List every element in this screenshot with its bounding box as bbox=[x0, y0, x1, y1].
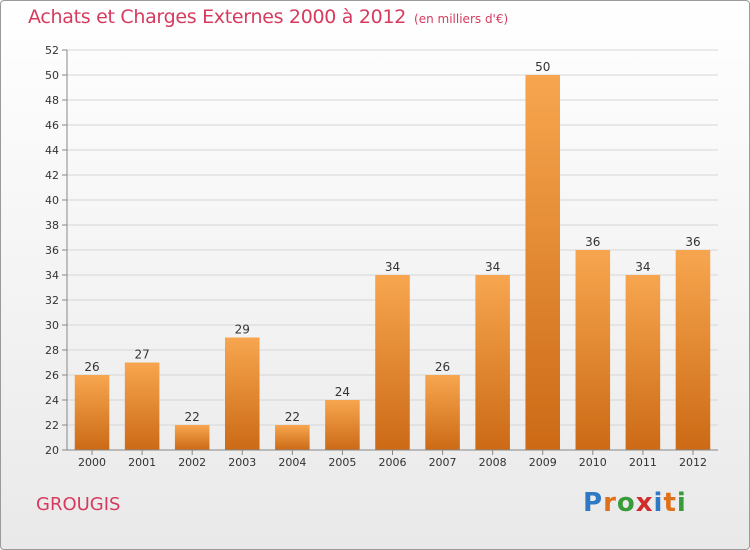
x-tick-label: 2005 bbox=[328, 456, 356, 469]
bar-value-label: 36 bbox=[585, 235, 600, 249]
y-tick-label: 26 bbox=[45, 369, 59, 382]
y-tick-label: 28 bbox=[45, 344, 59, 357]
y-tick-label: 46 bbox=[45, 119, 59, 132]
bar-value-label: 34 bbox=[635, 260, 650, 274]
x-tick-label: 2000 bbox=[78, 456, 106, 469]
y-tick-label: 40 bbox=[45, 194, 59, 207]
x-tick-label: 2008 bbox=[479, 456, 507, 469]
y-tick-label: 34 bbox=[45, 269, 59, 282]
axes: 20 22 24 26 28 30 32 34 36 38 40 42 44 46 48 50 52 2000 20… bbox=[45, 44, 718, 469]
y-tick-label: 30 bbox=[45, 319, 59, 332]
commune-name: GROUGIS bbox=[36, 494, 121, 515]
bar bbox=[575, 250, 611, 450]
bar bbox=[174, 425, 210, 450]
y-tick-label: 50 bbox=[45, 69, 59, 82]
x-tick-label: 2012 bbox=[679, 456, 707, 469]
bar-value-label: 24 bbox=[335, 385, 350, 399]
x-tick-label: 2003 bbox=[228, 456, 256, 469]
bar-value-label: 26 bbox=[435, 360, 450, 374]
logo-letter: i bbox=[653, 488, 664, 518]
bar bbox=[275, 425, 310, 450]
bar bbox=[525, 75, 561, 450]
y-tick-label: 22 bbox=[45, 419, 59, 432]
bar bbox=[675, 250, 711, 450]
y-tick-label: 38 bbox=[45, 219, 59, 232]
x-tick-label: 2011 bbox=[629, 456, 657, 469]
y-tick-label: 42 bbox=[45, 169, 59, 182]
bar-value-label: 36 bbox=[685, 235, 700, 249]
x-tick-label: 2009 bbox=[529, 456, 557, 469]
x-tick-label: 2007 bbox=[429, 456, 457, 469]
x-tick-label: 2010 bbox=[579, 456, 607, 469]
x-tick-label: 2006 bbox=[379, 456, 407, 469]
logo-letter: t bbox=[663, 488, 677, 518]
bar bbox=[375, 275, 410, 450]
bar bbox=[325, 400, 360, 450]
chart-title-text: Achats et Charges Externes 2000 à 2012 bbox=[28, 6, 407, 28]
proxiti-logo: Proxiti bbox=[583, 488, 687, 518]
chart-unit-label: (en milliers d'€) bbox=[414, 12, 509, 26]
y-tick-label: 52 bbox=[45, 44, 59, 57]
logo-letter: P bbox=[583, 488, 604, 518]
logo-letter: r bbox=[603, 488, 617, 518]
chart-title: Achats et Charges Externes 2000 à 2012 (e… bbox=[28, 6, 508, 28]
bar-value-label: 29 bbox=[235, 323, 250, 337]
y-tick-label: 24 bbox=[45, 394, 59, 407]
x-tick-label: 2001 bbox=[128, 456, 156, 469]
bar-value-label: 27 bbox=[134, 348, 149, 362]
bar-value-label: 34 bbox=[485, 260, 500, 274]
bar bbox=[475, 275, 510, 450]
logo-letter: x bbox=[635, 488, 654, 518]
logo-letter: i bbox=[676, 488, 687, 518]
bar-value-label: 34 bbox=[385, 260, 400, 274]
bar bbox=[74, 375, 110, 450]
bar-value-label: 22 bbox=[185, 410, 200, 424]
bars bbox=[74, 75, 711, 450]
y-tick-label: 20 bbox=[45, 444, 59, 457]
data-labels: 26 27 22 29 22 24 34 26 34 50 36 34 36 bbox=[84, 60, 700, 424]
x-tick-label: 2002 bbox=[178, 456, 206, 469]
bar-value-label: 50 bbox=[535, 60, 550, 74]
bar bbox=[224, 337, 260, 450]
bar-value-label: 22 bbox=[285, 410, 300, 424]
logo-letter: o bbox=[616, 488, 636, 518]
y-tick-label: 48 bbox=[45, 94, 59, 107]
bar bbox=[425, 375, 460, 450]
bar bbox=[625, 275, 661, 450]
y-tick-label: 44 bbox=[45, 144, 59, 157]
bar bbox=[124, 362, 160, 450]
y-tick-label: 36 bbox=[45, 244, 59, 257]
y-tick-label: 32 bbox=[45, 294, 59, 307]
x-tick-label: 2004 bbox=[278, 456, 306, 469]
bar-value-label: 26 bbox=[84, 360, 99, 374]
